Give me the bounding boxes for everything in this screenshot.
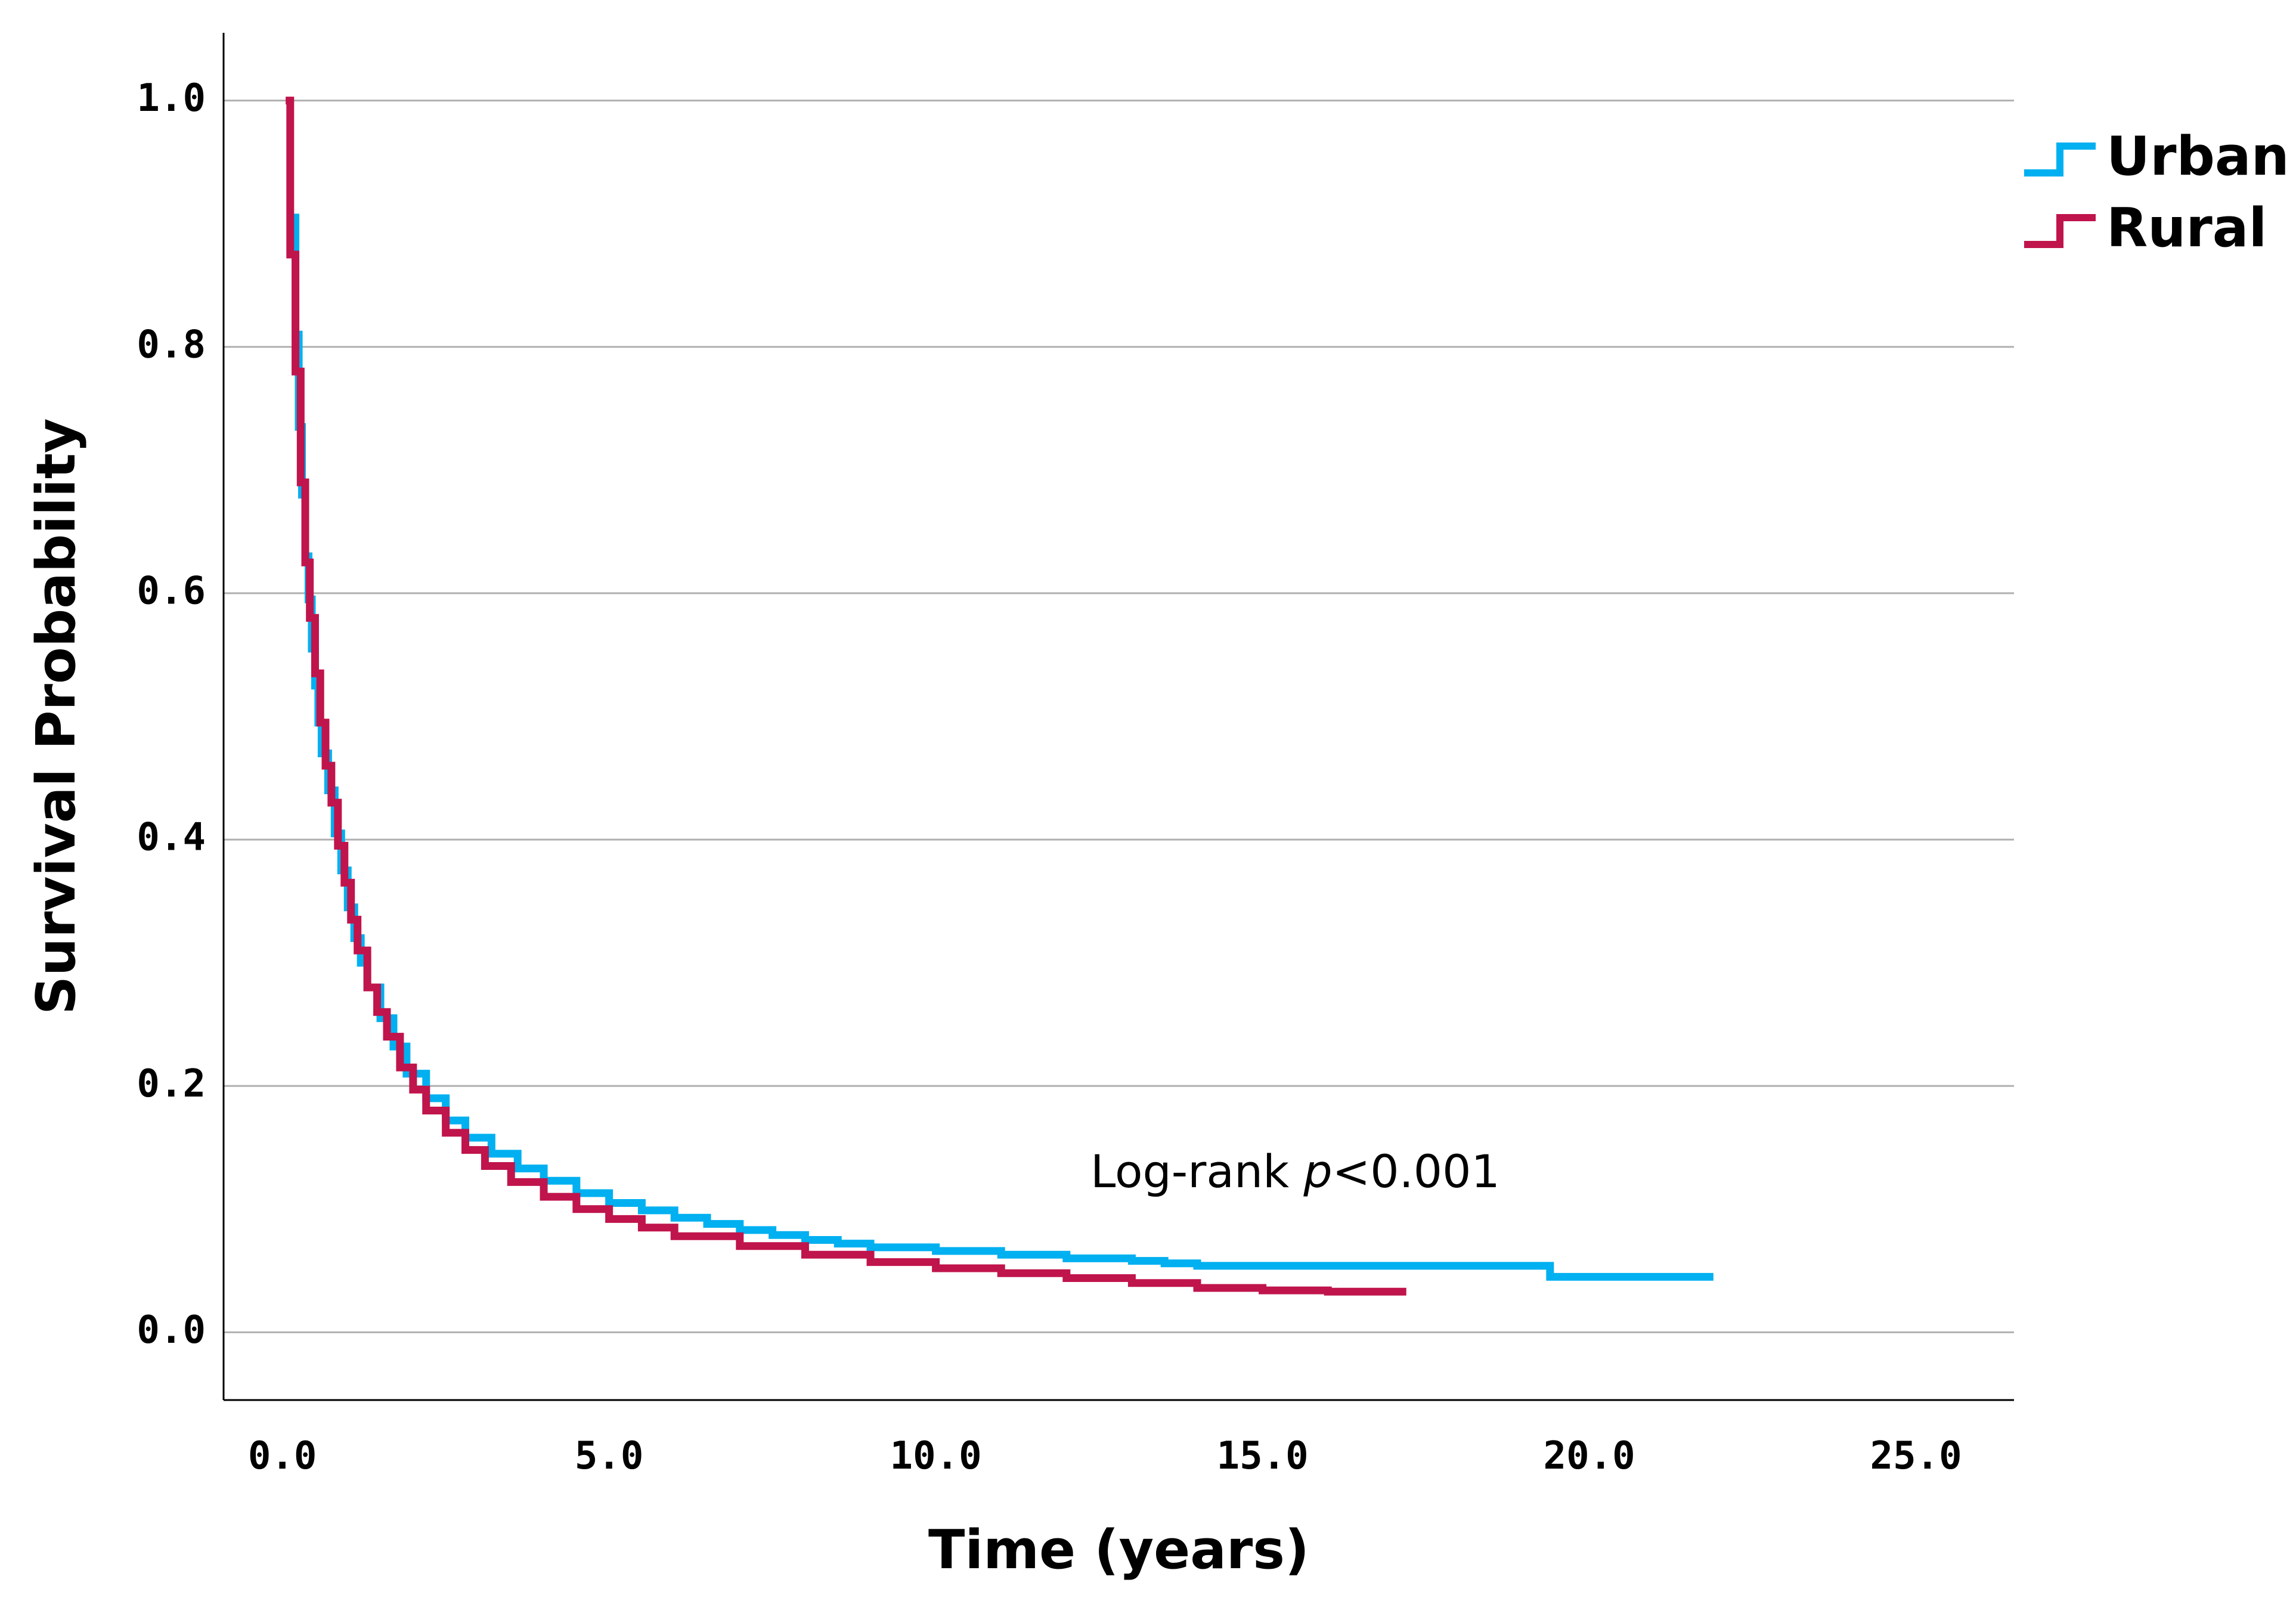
y-tick-label: 0.4 — [137, 816, 206, 860]
x-tick-label: 20.0 — [1544, 1434, 1635, 1478]
annotation-prefix: Log-rank — [1090, 1145, 1303, 1198]
annotation-suffix: <0.001 — [1333, 1145, 1500, 1198]
y-tick-label: 0.6 — [137, 569, 206, 614]
x-tick-label: 15.0 — [1217, 1434, 1309, 1478]
x-tick-label: 0.0 — [248, 1434, 317, 1478]
annotation-p: p — [1303, 1145, 1332, 1198]
x-tick-label: 5.0 — [575, 1434, 644, 1478]
x-axis-title: Time (years) — [928, 1519, 1309, 1581]
legend-label-rural: Rural — [2106, 197, 2267, 259]
series-lines — [286, 97, 1714, 1296]
y-tick-label: 0.8 — [137, 323, 206, 367]
y-tick-label: 0.2 — [137, 1062, 206, 1106]
x-tick-label: 25.0 — [1870, 1434, 1962, 1478]
y-tick-label: 1.0 — [137, 76, 206, 120]
legend-item-rural: Rural — [2024, 197, 2267, 259]
logrank-annotation: Log-rank p<0.001 — [1090, 1145, 1500, 1198]
tick-labels: 0.0 0.2 0.4 0.6 0.8 1.0 0.0 5.0 10.0 15.0 20.0 25.0 — [137, 76, 1962, 1478]
gridlines — [224, 100, 2014, 1333]
x-tick-label: 10.0 — [890, 1434, 982, 1478]
axes — [222, 33, 2014, 1401]
series-line-rural — [286, 97, 1406, 1296]
legend-swatch-urban — [2024, 143, 2096, 176]
y-tick-label: 0.0 — [137, 1308, 206, 1352]
legend-label-urban: Urban — [2106, 125, 2289, 188]
axis-titles: Time (years) Survival Probability — [25, 418, 1309, 1581]
legend: Urban Rural — [2024, 125, 2289, 259]
annotation: Log-rank p<0.001 — [1090, 1145, 1500, 1198]
legend-item-urban: Urban — [2024, 125, 2289, 188]
y-axis-title: Survival Probability — [25, 418, 88, 1014]
legend-swatch-rural — [2024, 214, 2096, 248]
